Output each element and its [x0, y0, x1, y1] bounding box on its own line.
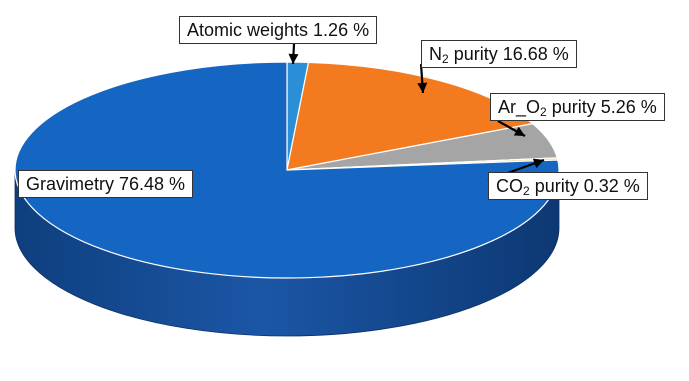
slice-label: N2 purity 16.68 % — [421, 40, 577, 68]
slice-label-name: CO — [496, 176, 523, 196]
slice-label-suffix: purity — [546, 97, 596, 117]
slice-label: Ar_O2 purity 5.26 % — [490, 93, 665, 121]
slice-label: CO2 purity 0.32 % — [488, 172, 648, 200]
slice-label-value: 5.26 % — [595, 97, 657, 117]
slice-label-name: Gravimetry — [26, 174, 115, 194]
leader-arrowhead — [288, 53, 299, 64]
slice-label-subscript: 2 — [523, 184, 530, 198]
slice-label-value: 1.26 % — [308, 20, 370, 40]
slice-label-subscript: 2 — [540, 105, 547, 119]
slice-label-value: 76.48 % — [114, 174, 186, 194]
slice-label-value: 0.32 % — [578, 176, 640, 196]
slice-label-subscript: 2 — [442, 52, 449, 66]
slice-label-suffix: purity — [448, 44, 498, 64]
leader-arrowhead — [513, 126, 525, 136]
slice-label: Gravimetry 76.48 % — [18, 170, 194, 198]
leader-arrowhead — [532, 158, 544, 169]
slice-label: Atomic weights 1.26 % — [179, 16, 378, 44]
slice-label-name: Ar_O — [498, 97, 541, 117]
pie-slice — [14, 61, 560, 279]
slice-label-value: 16.68 % — [497, 44, 569, 64]
slice-label-name: Atomic weights — [187, 20, 309, 40]
slice-label-suffix: purity — [529, 176, 579, 196]
slice-label-name: N — [429, 44, 442, 64]
leader-arrowhead — [417, 82, 428, 93]
